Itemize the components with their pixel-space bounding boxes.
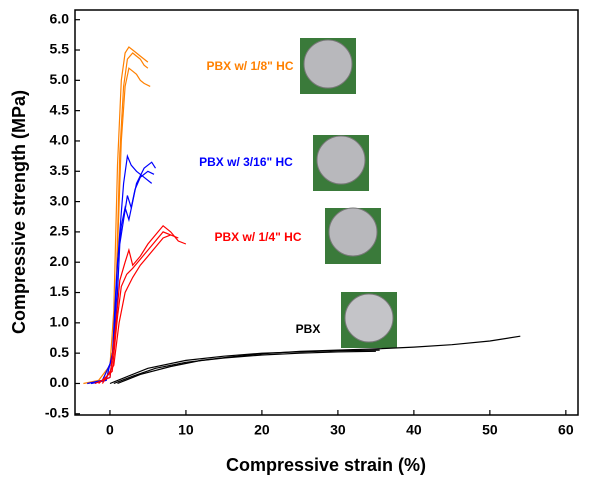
- y-tick-label: 3.5: [50, 162, 70, 178]
- photo-sample: [328, 207, 378, 257]
- y-tick-label: 2.0: [50, 253, 70, 269]
- y-tick-label: 5.0: [50, 71, 70, 87]
- y-tick-label: 4.0: [50, 132, 70, 148]
- y-tick-label: 1.0: [50, 314, 70, 330]
- y-axis-title: Compressive strength (MPa): [9, 90, 29, 334]
- curve: [94, 224, 187, 385]
- y-tick-label: 5.5: [50, 41, 70, 57]
- curve-label: PBX w/ 1/4" HC: [214, 230, 301, 244]
- photo-sample: [316, 135, 366, 185]
- y-tick-label: 0.0: [50, 374, 70, 390]
- x-tick-label: 60: [558, 422, 574, 438]
- photo-sample: [303, 39, 353, 89]
- curve: [98, 231, 179, 384]
- x-tick-label: 50: [482, 422, 498, 438]
- sample-photos: [300, 38, 397, 348]
- y-tick-label: 0.5: [50, 344, 70, 360]
- x-tick-label: 40: [406, 422, 422, 438]
- y-tick-label: -0.5: [45, 404, 69, 420]
- y-tick-label: 3.0: [50, 192, 70, 208]
- curve-label: PBX: [296, 322, 321, 336]
- curve: [101, 234, 171, 384]
- y-tick-label: 4.5: [50, 101, 70, 117]
- plot-frame: [74, 9, 579, 416]
- curve-label: PBX w/ 3/16" HC: [199, 155, 293, 169]
- x-tick-label: 10: [178, 422, 194, 438]
- x-tick-label: 30: [330, 422, 346, 438]
- y-tick-label: 2.5: [50, 223, 70, 239]
- photo-sample: [344, 293, 394, 343]
- y-tick-label: 1.5: [50, 283, 70, 299]
- curve: [117, 335, 521, 385]
- curve-label: PBX w/ 1/8" HC: [206, 59, 293, 73]
- x-tick-label: 0: [106, 422, 114, 438]
- curve: [94, 170, 155, 385]
- y-tick-label: 6.0: [50, 10, 70, 26]
- x-tick-label: 20: [254, 422, 270, 438]
- x-axis-title: Compressive strain (%): [226, 455, 426, 475]
